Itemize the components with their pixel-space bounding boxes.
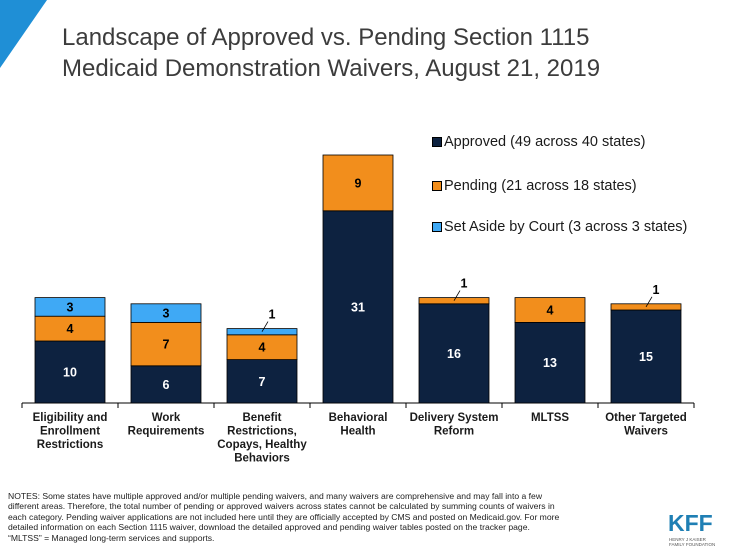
- data-label-pending: 4: [547, 304, 554, 318]
- footnotes: NOTES: Some states have multiple approve…: [8, 491, 560, 543]
- x-axis-tick-label: Other Targeted: [605, 412, 687, 424]
- x-axis-tick-label: Eligibility and: [33, 412, 108, 424]
- data-label-approved: 31: [351, 300, 365, 314]
- x-axis-tick-label: Restrictions,: [227, 426, 297, 438]
- bar-approved: [610, 309, 682, 404]
- x-axis-tick-label: Reform: [434, 426, 474, 438]
- legend-label-approved: Approved (49 across 40 states): [444, 134, 646, 150]
- legend-swatch-approved: [432, 137, 442, 147]
- logo-wordmark: KFF: [668, 510, 713, 536]
- logo-subtitle: HENRY J KAISER FAMILY FOUNDATION: [669, 537, 716, 547]
- data-label-set-aside: 3: [163, 307, 170, 321]
- bar-pending: [322, 154, 394, 212]
- x-axis-tick-label: Copays, Healthy: [217, 439, 307, 451]
- data-label-set-aside: 3: [67, 300, 74, 314]
- x-axis-tick-label: Health: [340, 426, 375, 438]
- bar-approved: [130, 365, 202, 404]
- x-axis-tick-label: Requirements: [128, 426, 205, 438]
- data-label-set-aside: 1: [269, 308, 276, 322]
- x-axis-tick-label: Benefit: [243, 412, 282, 424]
- legend-swatch-set-aside: [432, 222, 442, 232]
- bar-approved: [418, 303, 490, 404]
- data-label-pending: 4: [67, 322, 74, 336]
- legend-label-set-aside: Set Aside by Court (3 across 3 states): [444, 219, 688, 235]
- data-label-pending: 1: [461, 277, 468, 291]
- data-label-approved: 7: [259, 375, 266, 389]
- data-label-approved: 6: [163, 378, 170, 392]
- page-title: Landscape of Approved vs. Pending Sectio…: [62, 24, 601, 82]
- bar-pending: [130, 321, 202, 367]
- x-axis-tick-label: MLTSS: [531, 412, 569, 424]
- data-label-pending: 7: [163, 338, 170, 352]
- bar-pending: [226, 334, 298, 360]
- data-label-pending: 4: [259, 341, 266, 355]
- data-label-pending: 9: [355, 176, 362, 190]
- x-axis-tick-label: Restrictions: [37, 439, 103, 451]
- bar-pending: [514, 297, 586, 323]
- bar-set-aside: [34, 297, 106, 317]
- data-label-approved: 13: [543, 356, 557, 370]
- bar-approved: [226, 359, 298, 404]
- legend-swatch-pending: [432, 181, 442, 191]
- bar-approved: [322, 210, 394, 404]
- data-label-pending: 1: [653, 283, 660, 297]
- data-label-leader: [453, 290, 461, 301]
- bar-approved: [514, 321, 586, 404]
- x-axis-tick-label: Delivery System: [410, 412, 499, 424]
- x-axis-tick-label: Waivers: [624, 426, 668, 438]
- x-axis-tick-label: Behavioral: [329, 412, 388, 424]
- legend-label-pending: Pending (21 across 18 states): [444, 178, 637, 194]
- kff-logo: KFF HENRY J KAISER FAMILY FOUNDATION: [668, 510, 730, 548]
- x-axis-tick-label: Work: [152, 412, 181, 424]
- corner-accent-triangle: [0, 0, 47, 68]
- data-label-approved: 15: [639, 350, 653, 364]
- x-axis-tick-label: Behaviors: [234, 453, 290, 465]
- data-label-approved: 10: [63, 366, 77, 380]
- bar-approved: [34, 340, 106, 404]
- data-label-approved: 16: [447, 347, 461, 361]
- data-label-leader: [645, 296, 653, 308]
- bar-set-aside: [130, 303, 202, 323]
- data-label-leader: [261, 321, 269, 332]
- x-axis-tick-label: Enrollment: [40, 426, 100, 438]
